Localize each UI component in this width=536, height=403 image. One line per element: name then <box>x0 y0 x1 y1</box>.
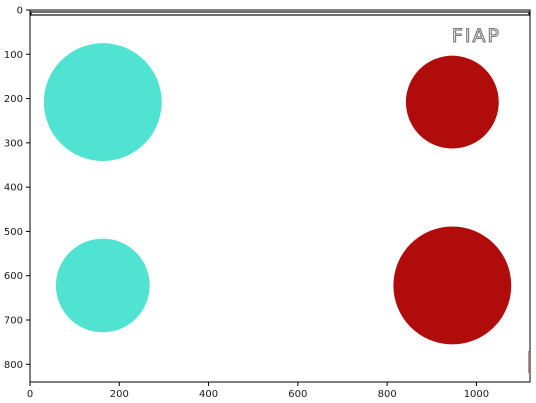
circle-3 <box>55 238 150 333</box>
y-tick-label: 100 <box>4 50 23 61</box>
x-tick-label: 0 <box>27 389 33 400</box>
y-tick-label: 600 <box>4 271 23 282</box>
y-tick-label: 0 <box>17 6 23 17</box>
x-tick-label: 400 <box>199 389 218 400</box>
y-tick-label: 700 <box>4 316 23 327</box>
x-tick-label: 200 <box>110 389 129 400</box>
circle-4 <box>393 226 512 345</box>
x-tick-label: 1000 <box>464 389 489 400</box>
circle-2 <box>405 55 499 149</box>
x-tick-label: 600 <box>288 389 307 400</box>
y-tick-label: 300 <box>4 138 23 149</box>
y-tick-label: 400 <box>4 183 23 194</box>
image-top-border <box>30 11 530 16</box>
y-tick-label: 500 <box>4 227 23 238</box>
logo-text: FIAP <box>452 25 501 47</box>
x-tick-label: 800 <box>378 389 397 400</box>
circle-1 <box>43 43 162 162</box>
y-tick-label: 200 <box>4 94 23 105</box>
axes-frame <box>29 9 531 383</box>
y-tick-label: 800 <box>4 360 23 371</box>
